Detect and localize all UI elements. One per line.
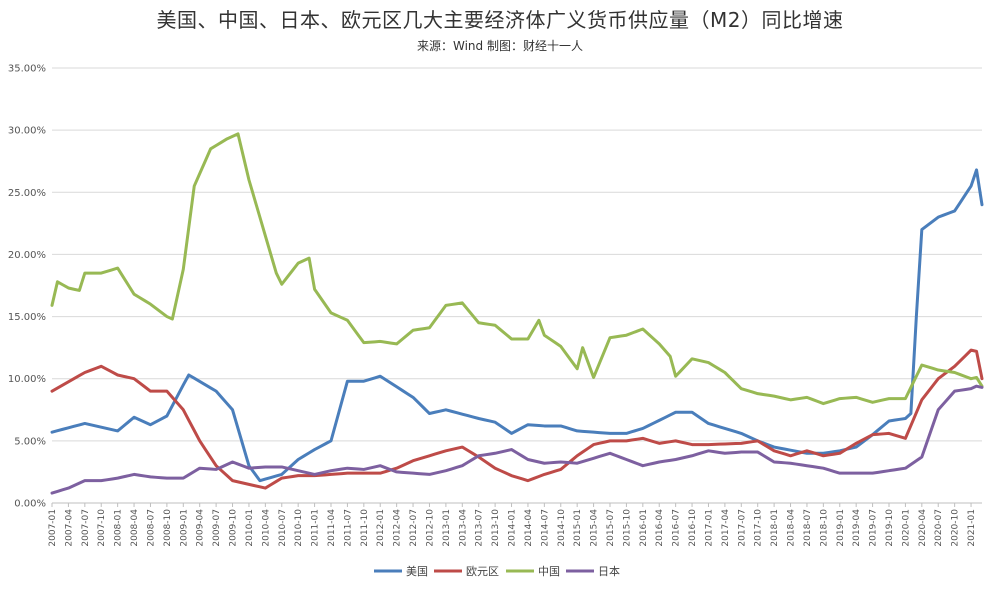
x-tick-label: 2015-04 bbox=[590, 509, 600, 547]
y-tick-label: 10.00% bbox=[8, 374, 46, 385]
x-tick-label: 2010-10 bbox=[294, 509, 304, 547]
x-tick-label: 2019-10 bbox=[885, 509, 895, 547]
x-tick-label: 2020-10 bbox=[951, 509, 961, 547]
x-tick-label: 2010-01 bbox=[245, 509, 255, 547]
x-tick-label: 2019-04 bbox=[852, 509, 862, 547]
x-tick-label: 2012-10 bbox=[425, 509, 435, 547]
x-tick-label: 2007-07 bbox=[81, 509, 91, 547]
chart-subtitle: 来源：Wind 制图：财经十一人 bbox=[417, 39, 583, 53]
x-tick-label: 2007-01 bbox=[48, 509, 58, 547]
x-tick-label: 2012-01 bbox=[376, 509, 386, 547]
chart-title: 美国、中国、日本、欧元区几大主要经济体广义货币供应量（M2）同比增速 bbox=[156, 8, 844, 32]
x-tick-label: 2009-01 bbox=[179, 509, 189, 547]
legend-label: 中国 bbox=[538, 565, 560, 578]
y-tick-label: 35.00% bbox=[8, 64, 46, 75]
x-tick-label: 2010-04 bbox=[261, 509, 271, 547]
x-tick-label: 2013-10 bbox=[491, 509, 501, 547]
x-tick-label: 2012-04 bbox=[393, 509, 403, 547]
x-tick-label: 2007-10 bbox=[97, 509, 107, 547]
x-tick-label: 2011-04 bbox=[327, 509, 337, 547]
x-tick-label: 2009-07 bbox=[212, 509, 222, 547]
x-tick-label: 2013-07 bbox=[475, 509, 485, 547]
x-tick-label: 2013-04 bbox=[458, 509, 468, 547]
x-tick-label: 2016-10 bbox=[688, 509, 698, 547]
x-tick-label: 2008-04 bbox=[130, 509, 140, 547]
x-tick-label: 2016-07 bbox=[672, 509, 682, 547]
x-tick-label: 2014-01 bbox=[508, 509, 518, 547]
x-tick-label: 2015-10 bbox=[622, 509, 632, 547]
x-tick-label: 2020-07 bbox=[934, 509, 944, 547]
x-tick-label: 2017-01 bbox=[704, 509, 714, 547]
x-tick-label: 2010-07 bbox=[278, 509, 288, 547]
x-tick-label: 2014-04 bbox=[524, 509, 534, 547]
x-tick-label: 2017-10 bbox=[754, 509, 764, 547]
x-tick-label: 2015-01 bbox=[573, 509, 583, 547]
y-tick-label: 5.00% bbox=[14, 436, 46, 447]
x-tick-label: 2017-07 bbox=[737, 509, 747, 547]
y-tick-label: 0.00% bbox=[14, 499, 46, 510]
x-tick-label: 2018-07 bbox=[803, 509, 813, 547]
x-tick-label: 2012-07 bbox=[409, 509, 419, 547]
x-tick-label: 2008-01 bbox=[114, 509, 124, 547]
x-tick-label: 2019-01 bbox=[836, 509, 846, 547]
x-tick-label: 2011-10 bbox=[360, 509, 370, 547]
x-tick-label: 2009-10 bbox=[229, 509, 239, 547]
y-tick-label: 25.00% bbox=[8, 188, 46, 199]
y-tick-label: 30.00% bbox=[8, 126, 46, 137]
x-tick-label: 2018-01 bbox=[770, 509, 780, 547]
x-tick-label: 2018-10 bbox=[819, 509, 829, 547]
legend-label: 欧元区 bbox=[466, 565, 499, 578]
x-tick-label: 2019-07 bbox=[869, 509, 879, 547]
x-tick-label: 2008-10 bbox=[163, 509, 173, 547]
x-tick-label: 2013-01 bbox=[442, 509, 452, 547]
y-tick-label: 15.00% bbox=[8, 312, 46, 323]
legend-label: 日本 bbox=[598, 564, 620, 578]
x-tick-label: 2011-07 bbox=[343, 509, 353, 547]
x-tick-label: 2011-01 bbox=[311, 509, 321, 547]
series-line-日本 bbox=[50, 384, 984, 495]
x-tick-label: 2015-07 bbox=[606, 509, 616, 547]
x-tick-label: 2007-04 bbox=[64, 509, 74, 547]
x-tick-label: 2020-01 bbox=[901, 509, 911, 547]
x-tick-label: 2016-04 bbox=[655, 509, 665, 547]
x-tick-label: 2008-07 bbox=[146, 509, 156, 547]
series-line-欧元区 bbox=[50, 348, 984, 490]
y-tick-label: 20.00% bbox=[8, 250, 46, 261]
series-line-中国 bbox=[50, 132, 984, 406]
x-tick-label: 2017-04 bbox=[721, 509, 731, 547]
x-tick-label: 2021-01 bbox=[967, 509, 977, 547]
x-tick-label: 2009-04 bbox=[196, 509, 206, 547]
x-tick-label: 2016-01 bbox=[639, 509, 649, 547]
series-line-美国 bbox=[50, 168, 984, 483]
x-tick-label: 2014-07 bbox=[540, 509, 550, 547]
x-tick-label: 2020-04 bbox=[918, 509, 928, 547]
x-tick-label: 2018-04 bbox=[787, 509, 797, 547]
x-tick-label: 2014-10 bbox=[557, 509, 567, 547]
legend-label: 美国 bbox=[406, 565, 428, 578]
